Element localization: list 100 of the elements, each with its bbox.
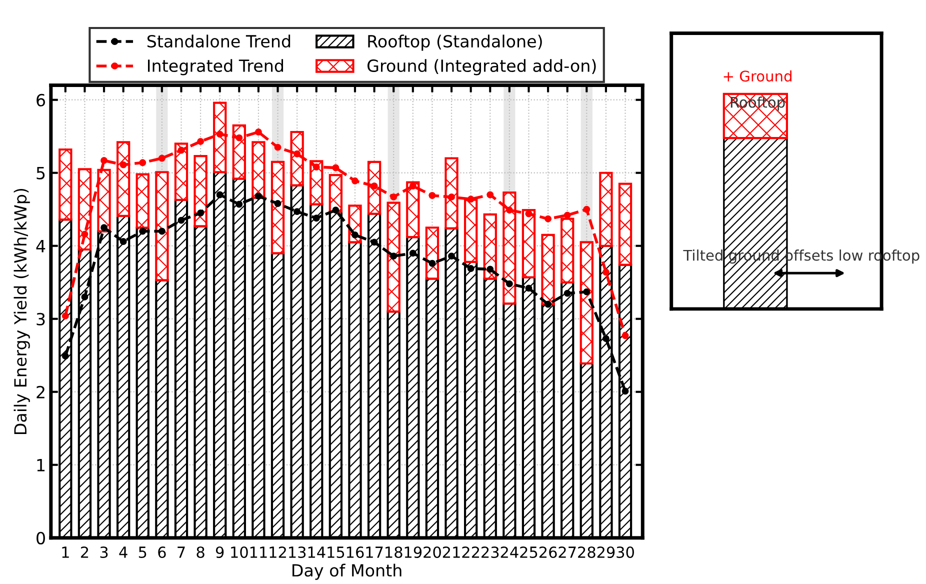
point [602, 268, 610, 276]
point [564, 212, 571, 219]
text: + Ground [724, 70, 792, 82]
point [81, 230, 88, 238]
bar [483, 213, 497, 280]
point [197, 210, 204, 216]
bar [194, 155, 208, 228]
point [428, 260, 436, 267]
point [62, 312, 69, 320]
x-axis-title: Day of Month [292, 564, 402, 580]
bar [58, 148, 72, 221]
x-tick-label: 10 [231, 546, 248, 558]
x-tick-label: 12 [270, 546, 286, 558]
y-tick-label: 6 [36, 94, 46, 106]
y-tick-label: 1 [37, 459, 45, 472]
legend-label: Ground (Integrated add-on) [368, 59, 596, 76]
point [467, 196, 474, 203]
point [312, 164, 320, 170]
point [390, 193, 398, 200]
point [428, 192, 436, 199]
x-tick-label: 11 [250, 546, 267, 558]
point [62, 352, 69, 360]
y-axis-title: Daily Energy Yield (kWh/kWp) [14, 188, 30, 434]
x-tick-label: 25 [520, 546, 538, 558]
x-tick-label: 19 [404, 546, 422, 558]
x-tick-label: 29 [597, 546, 615, 558]
point [583, 288, 590, 296]
x-tick-label: 3 [100, 546, 108, 558]
bar [116, 141, 130, 217]
y-tick-label: 2 [36, 386, 44, 398]
x-tick-label: 2 [80, 546, 88, 558]
point [100, 224, 108, 232]
bar [78, 168, 92, 251]
point [370, 238, 378, 246]
x-tick-label: 20 [424, 546, 441, 558]
point [486, 191, 494, 198]
point [486, 266, 494, 273]
y-tick-label: 0 [36, 532, 45, 544]
point [467, 265, 474, 272]
point [216, 130, 224, 138]
point [622, 388, 629, 395]
x-tick-label: 6 [158, 546, 166, 558]
point [120, 161, 127, 168]
legend-label: Rooftop (Standalone) [368, 34, 542, 51]
point [254, 128, 262, 136]
bar [97, 168, 111, 232]
point [312, 214, 320, 222]
point [178, 216, 185, 224]
bar [599, 172, 613, 247]
x-tick-label: 7 [178, 546, 185, 558]
point [254, 192, 262, 200]
point [525, 210, 532, 218]
bar [522, 209, 536, 278]
point [583, 206, 590, 213]
x-tick-label: 9 [216, 546, 224, 558]
x-tick-label: 18 [386, 546, 402, 558]
point [506, 206, 513, 214]
point [81, 293, 88, 300]
point [544, 215, 552, 222]
point [197, 138, 204, 145]
point [178, 146, 185, 154]
point [100, 156, 108, 164]
point [120, 238, 127, 245]
point [216, 191, 224, 198]
x-tick-label: 21 [442, 546, 460, 558]
point [390, 252, 398, 260]
bar [252, 141, 266, 199]
point [370, 182, 378, 190]
bar [464, 198, 478, 263]
point [622, 332, 629, 340]
point [352, 231, 358, 238]
point [158, 228, 166, 235]
x-tick-label: 27 [558, 546, 576, 558]
point [544, 300, 552, 308]
bar [136, 173, 150, 229]
x-tick-label: 17 [366, 546, 383, 558]
legend-label: Standalone Trend [147, 34, 290, 48]
point [236, 200, 243, 208]
point [158, 154, 166, 162]
x-tick-label: 22 [462, 546, 480, 558]
y-tick-label: 4 [36, 240, 46, 252]
bar [328, 174, 343, 213]
x-tick-label: 26 [539, 546, 557, 558]
bar [406, 181, 420, 238]
legend-label: Integrated Trend [148, 59, 284, 76]
x-tick-label: 5 [138, 546, 146, 558]
bar [174, 142, 188, 201]
bar [444, 157, 458, 230]
point [139, 228, 146, 235]
bar [425, 226, 440, 280]
bar [541, 234, 555, 306]
bar [367, 160, 382, 215]
x-tick-label: 30 [616, 546, 634, 558]
point [332, 164, 340, 172]
x-tick-label: 28 [578, 546, 596, 558]
point [506, 280, 513, 288]
point [448, 193, 455, 200]
point [409, 182, 416, 190]
point [139, 159, 146, 166]
point [564, 290, 571, 297]
